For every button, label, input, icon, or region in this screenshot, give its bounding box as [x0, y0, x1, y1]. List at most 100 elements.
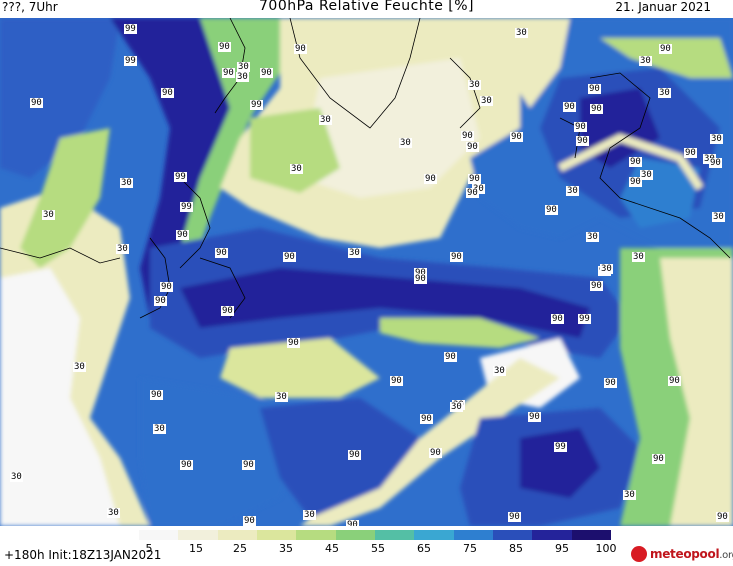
contour-label: 99 [124, 24, 137, 34]
legend-tick: 65 [417, 542, 431, 555]
legend-swatch [414, 530, 454, 540]
contour-label: 90 [551, 314, 564, 324]
contour-label: 90 [283, 252, 296, 262]
contour-label: 90 [450, 252, 463, 262]
contour-label: 90 [466, 188, 479, 198]
contour-label: 30 [640, 170, 653, 180]
contour-label: 30 [639, 56, 652, 66]
contour-label: 90 [180, 460, 193, 470]
contour-label: 90 [242, 460, 255, 470]
contour-label: 90 [222, 68, 235, 78]
contour-label: 30 [73, 362, 86, 372]
legend-tick: 75 [463, 542, 477, 555]
contour-label: 90 [461, 131, 474, 141]
contour-label: 30 [658, 88, 671, 98]
contour-label: 90 [545, 205, 558, 215]
header-bar: ???, 7Uhr 700hPa Relative Feuchte [%] 21… [0, 0, 733, 18]
contour-label: 30 [623, 490, 636, 500]
humidity-map: 99 99 90 90 90 30 90 30 90 99 90 30 30 9… [0, 18, 733, 526]
contour-label: 90 [468, 174, 481, 184]
contour-label: 30 [600, 264, 613, 274]
contour-label: 99 [578, 314, 591, 324]
humidity-field [0, 18, 733, 526]
contour-label: 90 [218, 42, 231, 52]
contour-label: 30 [153, 424, 166, 434]
contour-label: 90 [508, 512, 521, 522]
contour-label: 90 [260, 68, 273, 78]
contour-label: 90 [590, 104, 603, 114]
contour-label: 30 [303, 510, 316, 520]
contour-label: 90 [444, 352, 457, 362]
contour-label: 99 [124, 56, 137, 66]
contour-label: 30 [319, 115, 332, 125]
contour-label: 30 [10, 472, 23, 482]
contour-label: 90 [294, 44, 307, 54]
forecast-date: 21. Januar 2021 [615, 0, 711, 14]
contour-label: 30 [236, 72, 249, 82]
legend-swatch [296, 530, 336, 540]
contour-label: 90 [604, 378, 617, 388]
contour-label: 90 [424, 174, 437, 184]
contour-label: 30 [710, 134, 723, 144]
contour-label: 90 [215, 248, 228, 258]
contour-label: 30 [632, 252, 645, 262]
legend-swatch [178, 530, 218, 540]
contour-label: 90 [160, 282, 173, 292]
contour-label: 99 [180, 202, 193, 212]
contour-label: 30 [290, 164, 303, 174]
contour-label: 90 [629, 177, 642, 187]
contour-label: 99 [250, 100, 263, 110]
meteopool-logo[interactable]: meteopool.org [631, 545, 733, 565]
legend-swatch [256, 530, 297, 540]
contour-label: 90 [629, 157, 642, 167]
legend-swatch [335, 530, 375, 540]
logo-name: meteopool [650, 547, 720, 561]
legend-tick: 45 [325, 542, 339, 555]
legend-color-bar [139, 530, 611, 540]
contour-label: 90 [176, 230, 189, 240]
contour-label: 99 [554, 442, 567, 452]
contour-label: 30 [586, 232, 599, 242]
legend-swatch [374, 530, 415, 540]
contour-label: 90 [429, 448, 442, 458]
contour-label: 90 [668, 376, 681, 386]
logo-globe-icon [631, 546, 647, 562]
legend-tick: 25 [233, 542, 247, 555]
legend-swatch [139, 530, 179, 540]
contour-label: 90 [466, 142, 479, 152]
contour-label: 90 [652, 454, 665, 464]
contour-label: 90 [150, 390, 163, 400]
contour-label: 90 [414, 268, 427, 278]
contour-label: 90 [716, 512, 729, 522]
contour-label: 90 [563, 102, 576, 112]
contour-label: 30 [42, 210, 55, 220]
legend-tick: 95 [555, 542, 569, 555]
contour-label: 90 [576, 136, 589, 146]
contour-label: 90 [659, 44, 672, 54]
legend-tick: 35 [279, 542, 293, 555]
legend-tick: 55 [371, 542, 385, 555]
color-legend: 5 15 25 35 45 55 65 75 85 95 100 +180h I… [0, 526, 733, 566]
model-run-info: +180h Init:18Z13JAN2021 [4, 548, 162, 562]
contour-label: 30 [450, 402, 463, 412]
legend-tick: 15 [189, 542, 203, 555]
contour-label: 90 [684, 148, 697, 158]
contour-label: 90 [287, 338, 300, 348]
contour-label: 30 [468, 80, 481, 90]
contour-label: 30 [120, 178, 133, 188]
contour-label: 90 [30, 98, 43, 108]
contour-label: 90 [510, 132, 523, 142]
legend-swatch [217, 530, 257, 540]
contour-label: 30 [116, 244, 129, 254]
contour-label: 30 [348, 248, 361, 258]
legend-tick: 100 [595, 542, 617, 555]
contour-label: 90 [221, 306, 234, 316]
contour-label: 90 [390, 376, 403, 386]
logo-text: meteopool.org [650, 547, 733, 561]
contour-label: 30 [566, 186, 579, 196]
contour-label: 90 [574, 122, 587, 132]
legend-tick: 5 [145, 542, 153, 555]
map-title: 700hPa Relative Feuchte [%] [259, 0, 474, 14]
contour-label: 30 [107, 508, 120, 518]
contour-label: 30 [480, 96, 493, 106]
